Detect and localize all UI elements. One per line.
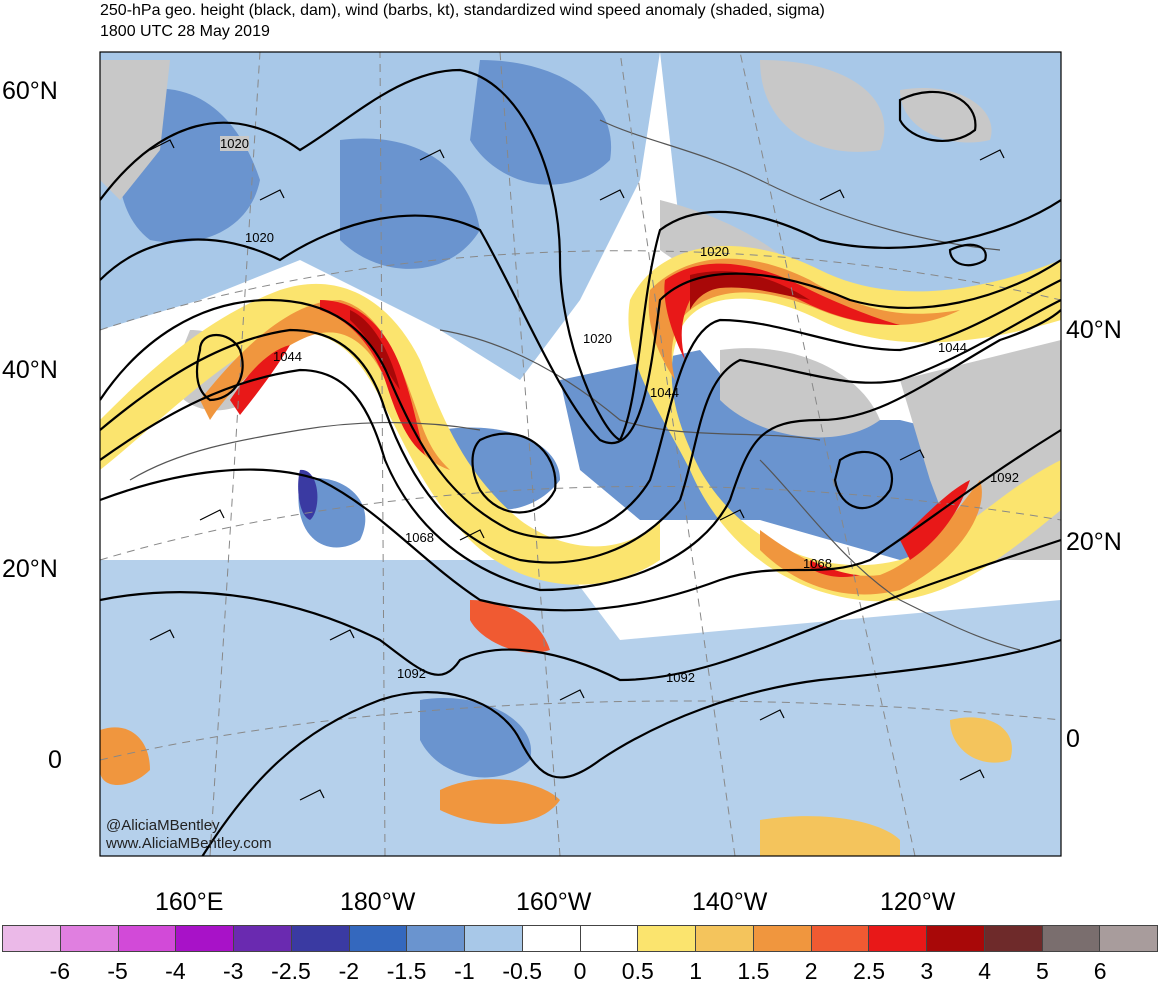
colorbar-label: 4 xyxy=(978,958,991,984)
colorbar-label: 6 xyxy=(1093,958,1107,984)
contour-label: 1092 xyxy=(666,670,695,685)
lon-label-140w: 140°W xyxy=(692,888,768,916)
contour-label: 1044 xyxy=(273,349,302,364)
colorbar-swatch xyxy=(753,925,812,952)
lon-label-120w: 120°W xyxy=(880,888,956,916)
graticule xyxy=(100,52,1061,856)
contour-label: 1020 xyxy=(220,136,249,151)
map-valid-time: 1800 UTC 28 May 2019 xyxy=(100,23,270,40)
colorbar-label: 3 xyxy=(920,958,934,984)
contour-label: 1020 xyxy=(245,230,274,245)
colorbar-swatch xyxy=(984,925,1043,952)
colorbar-swatch xyxy=(176,925,234,952)
colorbar-label: -6 xyxy=(49,958,71,984)
colorbar-label: -4 xyxy=(165,958,186,984)
contour-label: 1068 xyxy=(803,556,832,571)
contour-label: 1020 xyxy=(583,331,612,346)
colorbar-swatch xyxy=(349,925,408,952)
contour-label: 1044 xyxy=(650,385,679,400)
height-contours xyxy=(100,68,1061,856)
colorbar-label: -5 xyxy=(107,958,128,984)
lat-label-60n-left: 60°N xyxy=(2,77,58,105)
colorbar-swatch xyxy=(638,925,696,952)
colorbar-label: -1.5 xyxy=(386,958,427,984)
colorbar-label: -0.5 xyxy=(502,958,543,984)
contour-label: 1068 xyxy=(405,530,434,545)
colorbar-label: 0 xyxy=(573,958,587,984)
colorbar-swatch xyxy=(60,925,119,952)
colorbar-label: -2 xyxy=(338,958,360,984)
colorbar-swatch xyxy=(1042,925,1101,952)
map-frame xyxy=(99,51,1062,857)
colorbar-label: -3 xyxy=(222,958,244,984)
colorbar-label: -2.5 xyxy=(271,958,311,984)
lon-label-160e: 160°E xyxy=(155,888,224,916)
lat-label-0-right: 0 xyxy=(1066,725,1080,753)
wind-barbs xyxy=(149,139,1005,801)
contour-label: 1020 xyxy=(700,244,729,259)
lat-label-20n-right: 20°N xyxy=(1066,528,1122,556)
colorbar-swatch xyxy=(2,925,61,952)
colorbar-label: 0.5 xyxy=(621,958,654,984)
colorbar xyxy=(2,925,1158,952)
colorbar-swatch xyxy=(696,925,754,952)
colorbar-swatch xyxy=(465,925,523,952)
contour-label: 1092 xyxy=(397,666,426,681)
lat-label-40n-left: 40°N xyxy=(2,356,58,384)
contour-label: 1092 xyxy=(990,470,1019,485)
colorbar-label: 2.5 xyxy=(853,958,885,984)
anomaly-shading xyxy=(100,52,1061,856)
lat-label-0-left: 0 xyxy=(48,746,62,774)
colorbar-label: -1 xyxy=(454,958,475,984)
credit-website: www.AliciaMBentley.com xyxy=(106,835,272,852)
lat-label-40n-right: 40°N xyxy=(1066,316,1122,344)
colorbar-swatch xyxy=(407,925,465,952)
contour-label: 1044 xyxy=(938,340,967,355)
colorbar-swatch xyxy=(927,925,985,952)
map-title: 250-hPa geo. height (black, dam), wind (… xyxy=(100,2,825,19)
colorbar-swatch xyxy=(869,925,927,952)
colorbar-swatch xyxy=(1100,925,1158,952)
credit-handle: @AliciaMBentley xyxy=(106,817,220,834)
lon-label-160w: 160°W xyxy=(516,888,592,916)
colorbar-swatch xyxy=(234,925,292,952)
colorbar-swatch xyxy=(118,925,177,952)
colorbar-label: 1.5 xyxy=(737,958,770,984)
coastlines xyxy=(129,119,1021,651)
lat-label-20n-left: 20°N xyxy=(2,555,58,583)
colorbar-swatch xyxy=(291,925,350,952)
colorbar-label: 5 xyxy=(1035,958,1049,984)
lon-label-180w: 180°W xyxy=(340,888,416,916)
colorbar-label: 2 xyxy=(804,958,818,984)
colorbar-label: 1 xyxy=(689,958,702,984)
colorbar-swatch xyxy=(522,925,581,952)
colorbar-swatch xyxy=(580,925,639,952)
colorbar-swatch xyxy=(811,925,870,952)
